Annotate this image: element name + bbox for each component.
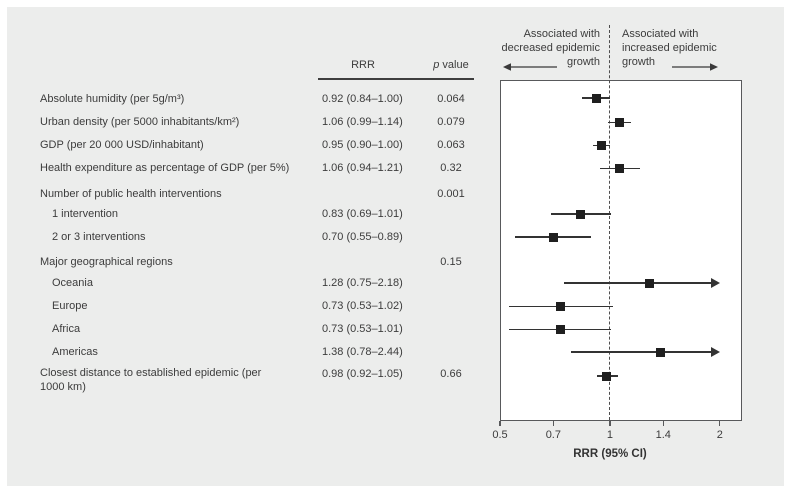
- reference-line-icon: [609, 25, 611, 420]
- p-header-rest: value: [439, 59, 469, 71]
- table-row: Urban density (per 5000 inhabitants/km²)…: [0, 115, 500, 131]
- annotation-decreased-growth: Associated with decreased epidemic growt…: [440, 27, 600, 69]
- row-label: Closest distance to established epidemic…: [40, 367, 262, 393]
- axis-tick: [719, 421, 721, 426]
- table-group-row: Number of public health interventions 0.0…: [0, 187, 500, 203]
- row-rrr-value: 0.83 (0.69–1.01): [322, 208, 403, 220]
- annotation-line: growth: [622, 56, 656, 68]
- p-value-column-header: p value: [413, 59, 489, 71]
- header-underline: [318, 78, 474, 80]
- row-p-value: 0.32: [440, 162, 462, 174]
- left-arrow-icon: [503, 63, 557, 71]
- ci-clip-arrow-icon: [710, 347, 720, 357]
- annotation-line: Associated with: [622, 28, 699, 40]
- axis-tick: [499, 421, 501, 426]
- point-marker: [656, 347, 666, 357]
- annotation-increased-growth: Associated with increased epidemic growt…: [622, 27, 782, 69]
- row-rrr-value: 1.38 (0.78–2.44): [322, 346, 403, 358]
- row-label: Africa: [52, 323, 81, 335]
- rrr-column-header: RRR: [351, 59, 375, 71]
- point-marker: [555, 325, 565, 334]
- point-marker: [614, 164, 624, 173]
- row-rrr-value: 1.28 (0.75–2.18): [322, 277, 403, 289]
- point-marker: [597, 141, 607, 150]
- row-label: 1 intervention: [52, 208, 119, 220]
- ci-line: [564, 282, 714, 284]
- row-label: Major geographical regions: [40, 256, 173, 268]
- point-marker: [575, 209, 585, 219]
- point-marker: [644, 278, 654, 288]
- axis-tick-label: 2: [716, 429, 723, 441]
- axis-tick: [662, 421, 664, 426]
- axis-tick-label: 0.5: [492, 429, 508, 441]
- table-row: Africa 0.73 (0.53–1.01): [0, 322, 500, 338]
- row-label: Absolute humidity (per 5g/m³): [40, 93, 185, 105]
- row-label: Oceania: [52, 277, 93, 289]
- ci-line: [570, 351, 714, 353]
- point-marker: [555, 302, 565, 311]
- annotation-line: increased epidemic: [622, 42, 717, 54]
- table-row: Europe 0.73 (0.53–1.02): [0, 299, 500, 315]
- row-rrr-value: 0.98 (0.92–1.05): [322, 368, 403, 380]
- row-p-value: 0.15: [440, 256, 462, 268]
- point-marker: [592, 93, 602, 103]
- row-p-value: 0.064: [437, 93, 465, 105]
- row-p-value: 0.001: [437, 188, 465, 200]
- annotation-line: growth: [566, 56, 600, 68]
- point-marker: [614, 118, 624, 127]
- row-label: GDP (per 20 000 USD/inhabitant): [40, 139, 204, 151]
- axis-tick-label: 1: [606, 429, 613, 441]
- table-row: 1 intervention 0.83 (0.69–1.01): [0, 207, 500, 223]
- row-rrr-value: 1.06 (0.99–1.14): [322, 116, 403, 128]
- point-marker: [548, 232, 558, 242]
- plot-box: [500, 80, 742, 421]
- table-row: 2 or 3 interventions 0.70 (0.55–0.89): [0, 230, 500, 246]
- row-label: Urban density (per 5000 inhabitants/km²): [40, 116, 240, 128]
- right-arrow-icon: [672, 63, 718, 71]
- point-marker: [602, 371, 612, 381]
- table-row: Americas 1.38 (0.78–2.44): [0, 345, 500, 361]
- p-header-italic: p: [433, 59, 440, 71]
- ci-clip-arrow-icon: [710, 278, 720, 288]
- row-rrr-value: 0.95 (0.90–1.00): [322, 139, 403, 151]
- row-p-value: 0.063: [437, 139, 465, 151]
- row-label: Europe: [52, 300, 88, 312]
- row-label: 2 or 3 interventions: [52, 231, 146, 243]
- annotation-line: decreased epidemic: [501, 42, 600, 54]
- annotation-line: Associated with: [523, 28, 600, 40]
- table-row: GDP (per 20 000 USD/inhabitant) 0.95 (0.9…: [0, 138, 500, 154]
- row-label: Health expenditure as percentage of GDP …: [40, 162, 290, 174]
- row-rrr-value: 0.73 (0.53–1.01): [322, 323, 403, 335]
- axis-tick-label: 0.7: [545, 429, 561, 441]
- table-row: Closest distance to established epidemic…: [0, 367, 500, 397]
- row-p-value: 0.66: [440, 368, 462, 380]
- axis-tick: [609, 421, 611, 426]
- row-label: Number of public health interventions: [40, 188, 222, 200]
- table-row: Health expenditure as percentage of GDP …: [0, 161, 500, 177]
- row-p-value: 0.079: [437, 116, 465, 128]
- row-rrr-value: 0.92 (0.84–1.00): [322, 93, 403, 105]
- table-group-row: Major geographical regions 0.15: [0, 255, 500, 271]
- table-row: Oceania 1.28 (0.75–2.18): [0, 276, 500, 292]
- axis-tick: [552, 421, 554, 426]
- table-row: Absolute humidity (per 5g/m³) 0.92 (0.84–…: [0, 92, 500, 108]
- row-label: Americas: [52, 346, 98, 358]
- row-rrr-value: 0.70 (0.55–0.89): [322, 231, 403, 243]
- row-rrr-value: 1.06 (0.94–1.21): [322, 162, 403, 174]
- row-rrr-value: 0.73 (0.53–1.02): [322, 300, 403, 312]
- axis-tick-label: 1.4: [655, 429, 671, 441]
- x-axis-label: RRR (95% CI): [573, 448, 647, 460]
